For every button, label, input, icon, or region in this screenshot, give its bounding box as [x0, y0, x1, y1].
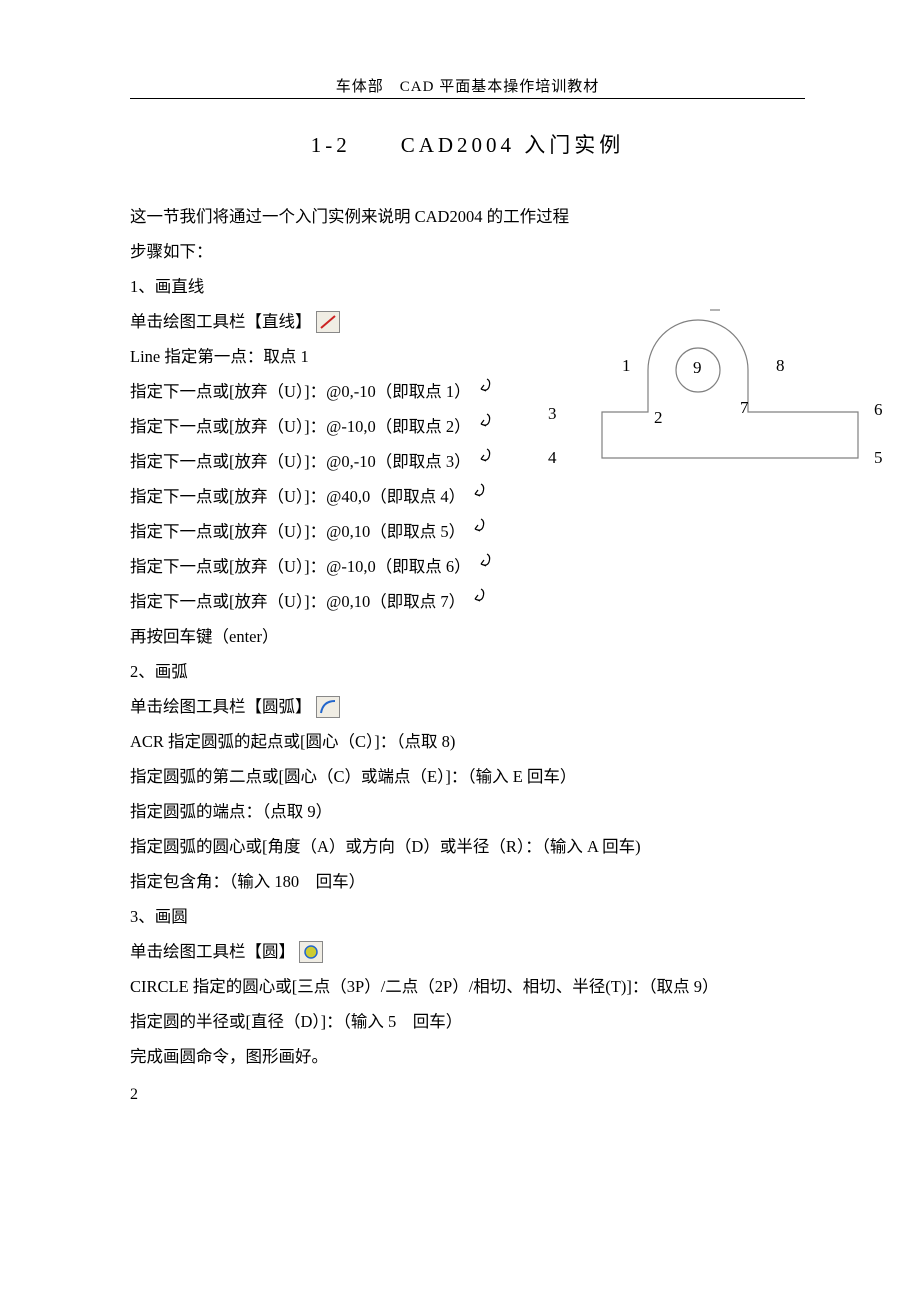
arc-tool-text: 单击绘图工具栏【圆弧】 — [130, 689, 312, 724]
para-steps: 步骤如下： — [130, 234, 805, 269]
enter-icon — [473, 409, 495, 444]
circle-cmd-2: 指定圆的半径或[直径（D）]：（输入 5 回车） — [130, 1004, 805, 1039]
para-intro: 这一节我们将通过一个入门实例来说明 CAD2004 的工作过程 — [130, 199, 805, 234]
press-enter: 再按回车键（enter） — [130, 619, 805, 654]
arc-tool-row: 单击绘图工具栏【圆弧】 — [130, 689, 805, 724]
arc-cmd-5: 指定包含角：（输入 180 回车） — [130, 864, 805, 899]
diagram-label-4: 4 — [548, 448, 557, 468]
arc-tool-icon — [316, 696, 340, 718]
cmd-text: 指定下一点或[放弃（U）]：@0,-10（即取点 3） — [130, 444, 471, 479]
arc-cmd-1: ACR 指定圆弧的起点或[圆心（C）]：（点取 8) — [130, 724, 805, 759]
arc-cmd-2: 指定圆弧的第二点或[圆心（C）或端点（E）]：（输入 E 回车） — [130, 759, 805, 794]
document-page: 车体部 CAD 平面基本操作培训教材 1-2 CAD2004 入门实例 这一节我… — [0, 0, 920, 1134]
enter-icon — [467, 584, 489, 619]
circle-tool-row: 单击绘图工具栏【圆】 — [130, 934, 805, 969]
arc-cmd-3: 指定圆弧的端点：（点取 9） — [130, 794, 805, 829]
cmd-text: 指定下一点或[放弃（U）]：@0,-10（即取点 1） — [130, 374, 471, 409]
enter-icon — [473, 374, 495, 409]
step-2: 2、画弧 — [130, 654, 805, 689]
diagram-label-8: 8 — [776, 356, 785, 376]
cmd-text: 指定下一点或[放弃（U）]：@0,10（即取点 7） — [130, 584, 465, 619]
figure-svg — [530, 290, 910, 480]
line-tool-icon — [316, 311, 340, 333]
cmd-text: 指定下一点或[放弃（U）]：@-10,0（即取点 2） — [130, 409, 471, 444]
cmd-line-p5: 指定下一点或[放弃（U）]：@0,10（即取点 5） — [130, 514, 805, 549]
section-title: 1-2 CAD2004 入门实例 — [130, 129, 805, 159]
diagram-label-9: 9 — [693, 358, 702, 378]
enter-icon — [467, 514, 489, 549]
diagram-label-5: 5 — [874, 448, 883, 468]
line-tool-text: 单击绘图工具栏【直线】 — [130, 304, 312, 339]
diagram-label-1: 1 — [622, 356, 631, 376]
enter-icon — [467, 479, 489, 514]
cmd-text: 指定下一点或[放弃（U）]：@40,0（即取点 4） — [130, 479, 465, 514]
diagram-label-3: 3 — [548, 404, 557, 424]
page-number: 2 — [130, 1086, 138, 1104]
cmd-line-p6: 指定下一点或[放弃（U）]：@-10,0（即取点 6） — [130, 549, 805, 584]
circle-tool-icon — [299, 941, 323, 963]
figure-diagram: 1 2 3 4 5 6 7 8 9 — [530, 290, 910, 480]
cmd-line-p7: 指定下一点或[放弃（U）]：@0,10（即取点 7） — [130, 584, 805, 619]
cmd-line-p4: 指定下一点或[放弃（U）]：@40,0（即取点 4） — [130, 479, 805, 514]
diagram-label-2: 2 — [654, 408, 663, 428]
circle-cmd-1: CIRCLE 指定的圆心或[三点（3P）/二点（2P）/相切、相切、半径(T)]… — [130, 969, 805, 1004]
step-3: 3、画圆 — [130, 899, 805, 934]
enter-icon — [473, 549, 495, 584]
diagram-label-6: 6 — [874, 400, 883, 420]
diagram-label-7: 7 — [740, 398, 749, 418]
page-header: 车体部 CAD 平面基本操作培训教材 — [130, 75, 805, 99]
arc-cmd-4: 指定圆弧的圆心或[角度（A）或方向（D）或半径（R）：（输入 A 回车) — [130, 829, 805, 864]
circle-tool-text: 单击绘图工具栏【圆】 — [130, 934, 295, 969]
cmd-text: 指定下一点或[放弃（U）]：@0,10（即取点 5） — [130, 514, 465, 549]
cmd-text: 指定下一点或[放弃（U）]：@-10,0（即取点 6） — [130, 549, 471, 584]
enter-icon — [473, 444, 495, 479]
circle-done: 完成画圆命令，图形画好。 — [130, 1039, 805, 1074]
